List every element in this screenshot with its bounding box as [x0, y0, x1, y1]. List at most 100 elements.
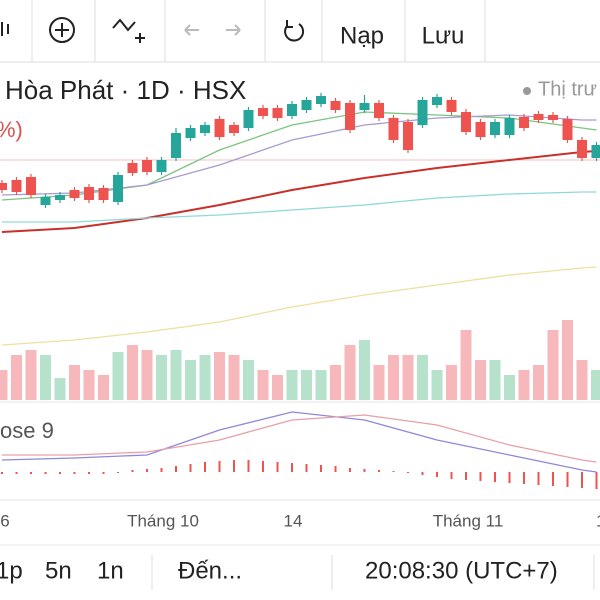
volume-bar	[69, 365, 80, 400]
candle-body	[113, 175, 123, 202]
candle-body	[0, 183, 7, 190]
x-label: 1	[596, 511, 600, 530]
volume-bar	[591, 370, 600, 400]
volume-bar	[489, 360, 501, 400]
legend-dot	[523, 87, 531, 95]
volume-bar	[25, 350, 37, 400]
volume-bar	[533, 365, 544, 400]
volume-bar	[54, 378, 66, 400]
volume-bar	[388, 355, 399, 400]
candle-body	[548, 115, 558, 120]
candle-body	[359, 103, 370, 110]
x-label: Tháng 11	[433, 511, 504, 530]
volume-bar	[518, 370, 530, 400]
add-icon[interactable]	[49, 17, 75, 43]
toolbar	[0, 0, 600, 63]
candle-body	[446, 100, 457, 112]
ma-line	[1, 111, 597, 201]
interval[interactable]: 1n	[97, 557, 124, 584]
volume-bar	[417, 355, 428, 400]
interval[interactable]: 5n	[45, 557, 72, 584]
candle-body	[185, 128, 196, 138]
candle-body	[403, 122, 413, 150]
candle-body	[591, 145, 600, 158]
candle-body	[171, 133, 181, 158]
undo-redo-icon[interactable]	[184, 24, 241, 36]
volume-bar	[112, 352, 124, 400]
volume-bar	[228, 355, 240, 400]
volume-bar	[373, 365, 385, 400]
candle-body	[200, 125, 210, 133]
candle-body	[577, 140, 587, 158]
volume-bar	[562, 320, 573, 400]
volume-bar	[156, 355, 167, 400]
change: %)	[0, 117, 23, 142]
volume-bar	[431, 370, 443, 400]
ma-line	[1, 114, 597, 196]
chart-title: Hòa Phát · 1D · HSX	[5, 75, 246, 105]
x-label: Tháng 10	[127, 511, 199, 530]
indicator-icon[interactable]	[112, 18, 145, 43]
load-button[interactable]: Nạp	[340, 22, 384, 49]
volume-bar	[98, 375, 109, 400]
candle-icon[interactable]	[1, 22, 9, 36]
indicator-label: ose 9	[0, 418, 54, 443]
volume-bar	[170, 350, 182, 400]
candle-body	[519, 117, 529, 128]
volume-bar	[214, 352, 225, 400]
volume-bar	[0, 370, 8, 400]
candle-body	[69, 190, 80, 198]
volume-bar	[315, 370, 327, 400]
ma-line	[2, 191, 597, 223]
candle-body	[301, 100, 312, 110]
reset-icon[interactable]	[284, 20, 305, 42]
volume-bar	[330, 365, 341, 400]
macd-line	[1, 411, 597, 473]
candle-body	[26, 177, 36, 195]
volume-bar	[576, 360, 588, 400]
candle-body	[490, 122, 500, 135]
volume-bar	[83, 370, 95, 400]
volume-bar	[344, 345, 356, 400]
volume-bar	[141, 350, 153, 400]
candle-body	[258, 108, 268, 116]
candle-body	[345, 103, 355, 130]
candle-body	[55, 195, 65, 200]
candle-body	[562, 119, 573, 140]
candle-body	[432, 97, 442, 105]
clock: 20:08:30 (UTC+7)	[365, 557, 558, 584]
x-label: 6	[0, 511, 9, 530]
candle-body	[461, 112, 471, 132]
candle-body	[417, 100, 428, 125]
volume-bar	[475, 360, 486, 400]
legend: Thị trư	[538, 78, 597, 100]
volume-bar	[272, 375, 283, 400]
candle-body	[98, 188, 109, 200]
volume-bar	[402, 355, 414, 400]
candle-body	[330, 101, 341, 110]
ma-line	[1, 150, 597, 233]
interval[interactable]: 1p	[0, 557, 23, 584]
candle-body	[40, 197, 51, 205]
save-button[interactable]: Lưu	[422, 22, 465, 49]
volume-bar	[199, 355, 211, 400]
candle-body	[533, 114, 544, 120]
candle-body	[142, 160, 152, 172]
candle-body	[504, 118, 515, 135]
volume-bar	[446, 365, 457, 400]
volume-bar	[504, 375, 515, 400]
candle-body	[287, 104, 297, 116]
candle-body	[214, 119, 225, 137]
volume-bar	[127, 345, 138, 400]
volume-bar	[286, 370, 298, 400]
candle-body	[84, 187, 94, 200]
goto-date[interactable]: Đến...	[178, 557, 242, 584]
candle-body	[475, 122, 486, 137]
x-label: 14	[284, 511, 303, 530]
candle-body	[388, 118, 399, 140]
volume-bar	[185, 360, 196, 400]
candle-body	[374, 103, 384, 118]
volume-bar	[257, 370, 269, 400]
ma-line	[1, 266, 597, 346]
